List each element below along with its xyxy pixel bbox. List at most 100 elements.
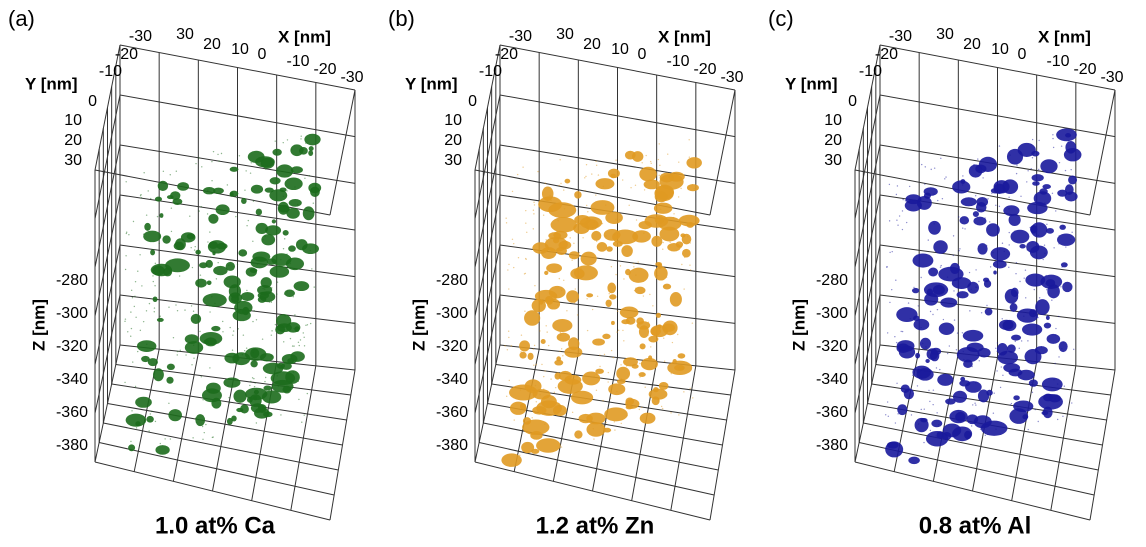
atom-dot [232, 334, 233, 335]
atom-dot [195, 417, 196, 418]
atom-dot [594, 375, 595, 376]
atom-dot [599, 355, 600, 356]
atom-dot [1061, 146, 1062, 147]
atom-dot [944, 178, 945, 179]
atom-dot [534, 345, 535, 346]
atom-dot [953, 235, 954, 236]
precipitate [282, 354, 298, 364]
atom-dot [256, 422, 257, 423]
atom-dot [257, 224, 258, 225]
atom-dot [1015, 341, 1016, 342]
precipitate [981, 421, 1008, 436]
atom-dot [189, 215, 190, 216]
atom-dot [149, 303, 150, 304]
x-tick-label: 20 [963, 36, 981, 53]
precipitate [574, 191, 581, 198]
precipitate [1042, 377, 1063, 391]
atom-dot [1025, 270, 1026, 271]
atom-dot [136, 427, 137, 428]
atom-dot [940, 265, 941, 266]
precipitate [152, 266, 164, 276]
atom-dot [524, 311, 525, 312]
atom-dot [575, 288, 576, 289]
atom-dot [293, 171, 294, 172]
y-tick-label: -10 [479, 63, 502, 80]
precipitate [993, 260, 1007, 268]
atom-dot [132, 297, 133, 298]
atom-dot [637, 261, 638, 262]
atom-dot [909, 186, 910, 187]
x-tick-label: 0 [638, 46, 647, 63]
x-tick-label: -30 [720, 69, 743, 86]
precipitate [632, 230, 651, 242]
atom-dot [211, 296, 212, 297]
atom-dot [1064, 386, 1065, 387]
precipitate [521, 442, 534, 453]
atom-dot [1028, 429, 1029, 430]
atom-dot [146, 310, 147, 311]
precipitate [241, 198, 247, 204]
atom-dot [150, 413, 151, 414]
atom-dot [265, 168, 266, 169]
precipitate [545, 296, 553, 305]
z-tick-label: -340 [436, 371, 468, 388]
atom-dot [125, 318, 126, 319]
atom-dot [560, 242, 561, 243]
atom-dot [533, 348, 534, 349]
precipitate [202, 388, 222, 402]
precipitate [957, 291, 969, 298]
atom-dot [962, 175, 963, 176]
atom-dot [193, 311, 194, 312]
atom-dot [937, 287, 938, 288]
atom-dot [548, 345, 549, 346]
atom-dot [564, 208, 565, 209]
precipitate [552, 319, 572, 332]
precipitate [920, 338, 931, 350]
atom-dot [1017, 406, 1018, 407]
atom-dot [201, 166, 202, 167]
atom-dot [154, 311, 155, 312]
atom-dot [895, 280, 896, 281]
atom-dot [283, 142, 284, 143]
atom-dot [254, 386, 255, 387]
atom-dot [586, 223, 587, 224]
atom-dot [133, 221, 134, 222]
atom-dot [193, 357, 194, 358]
atom-dot [147, 229, 148, 230]
y-tick-label: 30 [444, 152, 462, 169]
atom-dot [305, 142, 306, 143]
precipitate [658, 217, 682, 231]
atom-dot [180, 350, 181, 351]
atom-dot [202, 439, 203, 440]
atom-dot [191, 305, 192, 306]
atom-dot [544, 370, 545, 371]
precipitate [952, 180, 970, 193]
atom-dot [513, 386, 514, 387]
atom-dot [887, 332, 888, 333]
atom-dot [996, 182, 997, 183]
y-tick-label: 0 [88, 93, 97, 110]
precipitate [1013, 395, 1019, 400]
atom-dot [928, 239, 929, 240]
atom-dot [1002, 318, 1003, 319]
atom-dot [525, 259, 526, 260]
precipitate [955, 412, 965, 422]
atom-dot [663, 285, 664, 286]
atom-dot [545, 239, 546, 240]
atom-dot [643, 295, 644, 296]
precipitate [1025, 273, 1045, 286]
precipitate [158, 181, 168, 191]
atom-dot [964, 228, 965, 229]
atom-dot [591, 173, 592, 174]
precipitate [276, 314, 291, 328]
atom-dot [155, 263, 156, 264]
precipitate [557, 333, 570, 342]
precipitate [303, 206, 315, 220]
precipitate [203, 293, 227, 307]
atom-dot [891, 289, 892, 290]
precipitate [915, 353, 920, 359]
atom-dot [287, 139, 288, 140]
precipitate [236, 408, 243, 412]
atom-dot [649, 294, 650, 295]
atom-dot [630, 187, 631, 188]
